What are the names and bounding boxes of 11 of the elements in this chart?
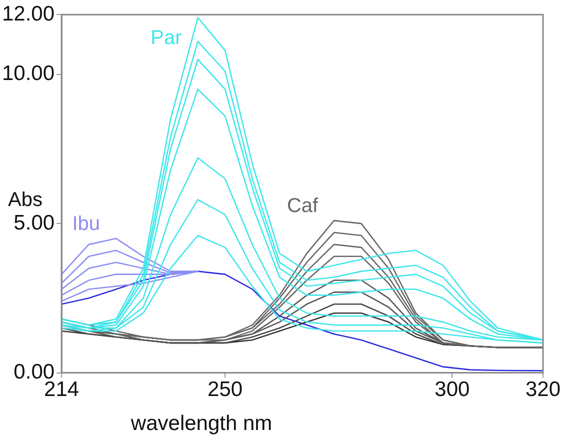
x-tick-label: 320 (525, 378, 561, 402)
y-tick-label: 5.00 (14, 211, 55, 234)
x-axis-title: wavelength nm (130, 412, 272, 435)
y-tick-label: 10.00 (2, 62, 55, 86)
y-axis-title: Abs (8, 189, 42, 212)
y-tick-label: 12.00 (2, 2, 55, 26)
series-label: Caf (286, 195, 319, 218)
series-label: Par (150, 27, 182, 50)
x-tick-label: 250 (208, 378, 243, 402)
series-label: Ibu (72, 212, 100, 235)
x-tick-label: 300 (434, 378, 470, 402)
